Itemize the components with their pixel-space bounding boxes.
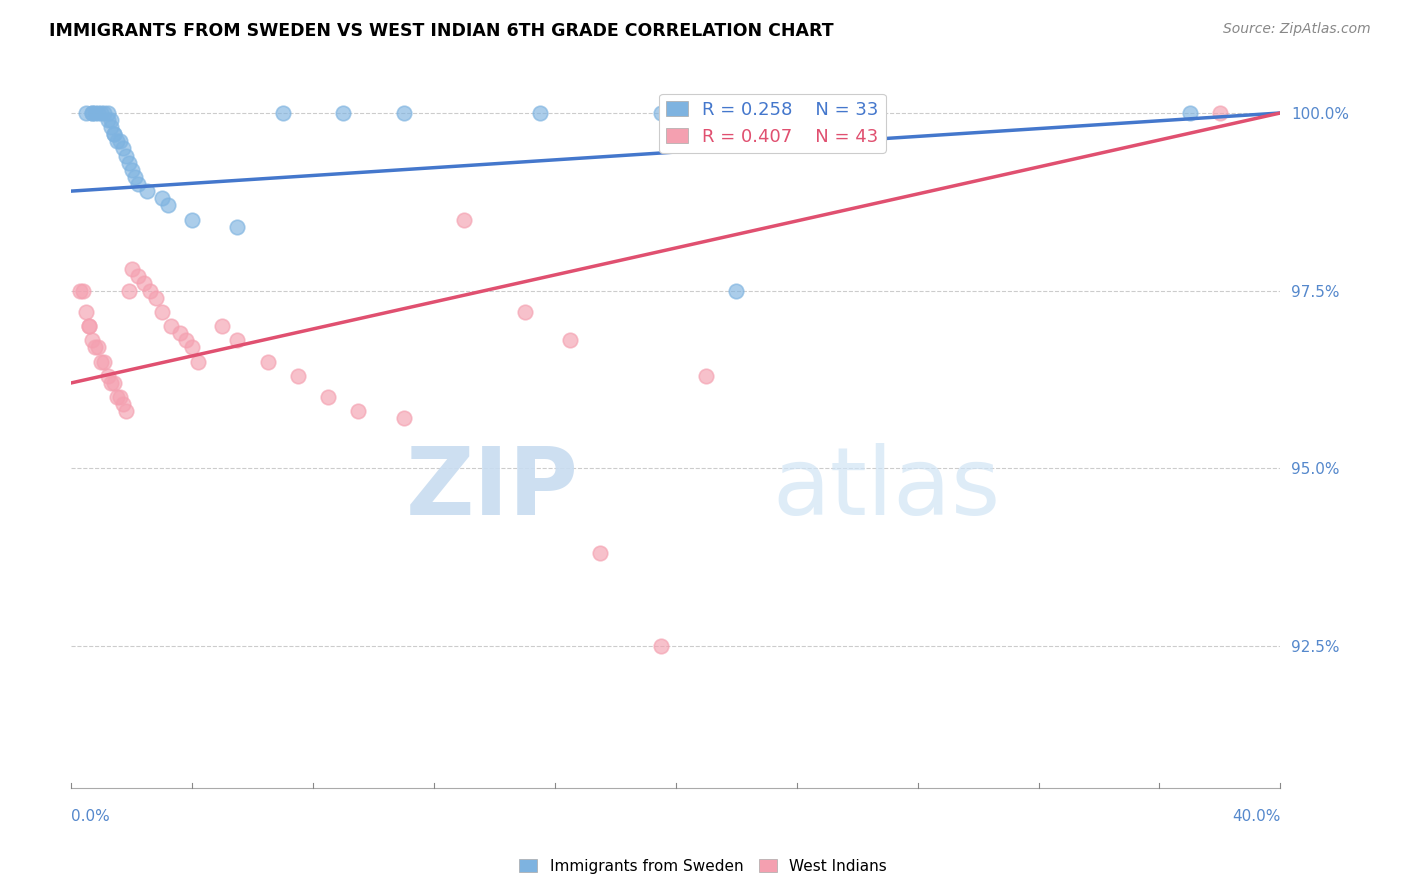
Point: [127, 269, 149, 284]
Point: [118, 155, 141, 169]
Point: [150, 305, 173, 319]
Point: [139, 284, 162, 298]
Point: [105, 134, 128, 148]
Point: [187, 354, 209, 368]
Point: [181, 340, 204, 354]
Point: [105, 390, 128, 404]
Point: [82, 334, 104, 348]
Point: [103, 128, 125, 142]
Point: [529, 106, 551, 120]
Point: [174, 334, 197, 348]
Point: [127, 177, 149, 191]
Point: [87, 106, 110, 120]
Point: [118, 284, 141, 298]
Text: 40.0%: 40.0%: [1232, 809, 1281, 824]
Point: [87, 340, 110, 354]
Point: [96, 368, 118, 383]
Point: [169, 326, 191, 341]
Point: [114, 404, 136, 418]
Text: Source: ZipAtlas.com: Source: ZipAtlas.com: [1223, 22, 1371, 37]
Point: [1209, 106, 1232, 120]
Point: [725, 284, 748, 298]
Point: [84, 340, 107, 354]
Point: [96, 106, 118, 120]
Point: [347, 404, 370, 418]
Point: [316, 390, 339, 404]
Point: [69, 284, 91, 298]
Point: [160, 319, 183, 334]
Point: [392, 411, 415, 425]
Point: [100, 120, 122, 135]
Point: [100, 113, 122, 128]
Point: [650, 639, 672, 653]
Point: [132, 277, 155, 291]
Point: [256, 354, 278, 368]
Point: [513, 305, 536, 319]
Point: [108, 390, 131, 404]
Point: [103, 128, 125, 142]
Point: [103, 376, 125, 390]
Text: IMMIGRANTS FROM SWEDEN VS WEST INDIAN 6TH GRADE CORRELATION CHART: IMMIGRANTS FROM SWEDEN VS WEST INDIAN 6T…: [49, 22, 834, 40]
Point: [84, 106, 107, 120]
Point: [453, 212, 475, 227]
Point: [72, 284, 94, 298]
Point: [287, 368, 309, 383]
Point: [124, 169, 146, 184]
Point: [93, 354, 115, 368]
Point: [145, 291, 167, 305]
Point: [226, 219, 249, 234]
Point: [75, 305, 97, 319]
Point: [332, 106, 354, 120]
Point: [79, 319, 101, 334]
Point: [392, 106, 415, 120]
Point: [90, 106, 112, 120]
Point: [75, 106, 97, 120]
Legend: Immigrants from Sweden, West Indians: Immigrants from Sweden, West Indians: [513, 853, 893, 880]
Point: [558, 334, 581, 348]
Point: [100, 376, 122, 390]
Point: [82, 106, 104, 120]
Point: [121, 162, 143, 177]
Point: [111, 141, 134, 155]
Point: [1178, 106, 1201, 120]
Point: [156, 198, 179, 212]
Point: [90, 354, 112, 368]
Text: ZIP: ZIP: [406, 443, 579, 535]
Point: [181, 212, 204, 227]
Point: [108, 134, 131, 148]
Point: [695, 368, 717, 383]
Point: [114, 148, 136, 162]
Point: [93, 106, 115, 120]
Point: [589, 546, 612, 560]
Point: [121, 262, 143, 277]
Point: [135, 184, 157, 198]
Point: [211, 319, 233, 334]
Point: [96, 113, 118, 128]
Point: [226, 334, 249, 348]
Point: [79, 319, 101, 334]
Point: [650, 106, 672, 120]
Legend: R = 0.258    N = 33, R = 0.407    N = 43: R = 0.258 N = 33, R = 0.407 N = 43: [659, 94, 886, 153]
Point: [150, 191, 173, 205]
Text: 0.0%: 0.0%: [72, 809, 110, 824]
Point: [271, 106, 294, 120]
Point: [82, 106, 104, 120]
Point: [111, 397, 134, 411]
Text: atlas: atlas: [772, 443, 1001, 535]
